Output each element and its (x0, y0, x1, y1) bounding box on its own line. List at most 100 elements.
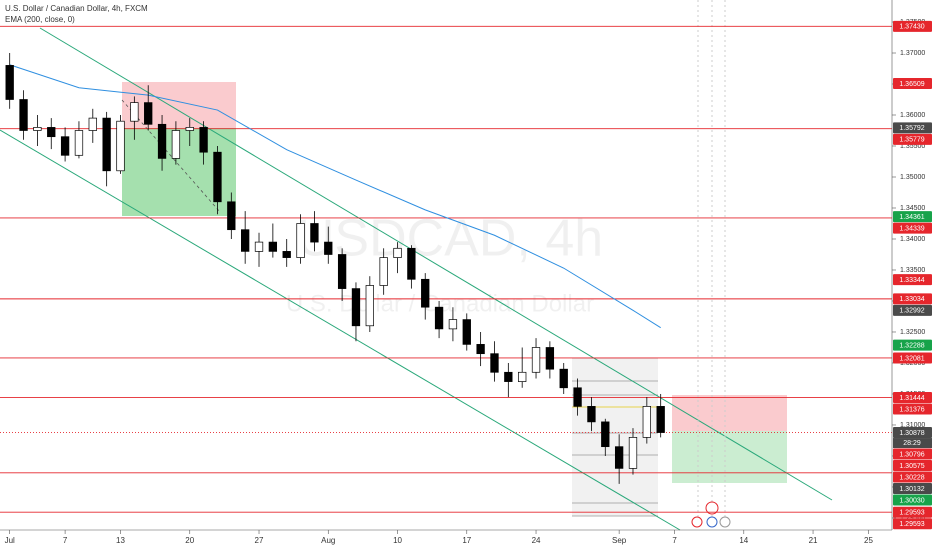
y-tick-label: 1.32500 (900, 329, 925, 336)
candle-body (227, 201, 236, 231)
candle-body (296, 223, 305, 258)
candle-body (254, 241, 264, 252)
x-tick-label: Sep (612, 536, 627, 545)
price-tag-label: 1.35792 (899, 125, 924, 132)
candle-body (518, 371, 527, 382)
candle-body (531, 347, 541, 373)
countdown-tag (893, 438, 932, 449)
price-tag (893, 403, 932, 415)
candle-body (587, 406, 596, 423)
price-tag-label: 1.33034 (899, 296, 924, 303)
countdown: 28:29 (903, 440, 921, 447)
candle-body (199, 127, 208, 153)
candle-body (365, 285, 374, 327)
x-tick-label: 10 (393, 536, 402, 545)
price-tag-label: 1.31376 (899, 406, 924, 413)
candle-body (351, 288, 361, 327)
x-tick-label: 7 (63, 536, 68, 545)
price-tag (893, 494, 932, 506)
y-tick-label: 1.35000 (900, 174, 925, 181)
price-tag-label: 1.30228 (899, 474, 924, 481)
price-tag (893, 448, 932, 460)
price-tag (893, 460, 932, 472)
price-tag (893, 518, 932, 530)
candle-body (171, 130, 181, 159)
candle-body (490, 353, 499, 373)
candle-body (213, 151, 222, 203)
price-tag (893, 293, 932, 305)
x-tick-label: Aug (321, 536, 335, 545)
x-tick-label: 24 (532, 536, 541, 545)
candle-body (559, 368, 568, 389)
y-tick-label: 1.34000 (900, 236, 925, 243)
candle-body (130, 102, 139, 122)
channel-lower (0, 129, 681, 531)
price-tag-label: 1.30132 (899, 486, 924, 493)
y-tick-label: 1.31000 (900, 422, 925, 429)
candle-body (407, 247, 416, 280)
price-tag (893, 211, 932, 223)
channel-upper (39, 27, 833, 501)
stop-zone (672, 395, 787, 431)
candle-body (19, 99, 28, 131)
price-tag-label: 1.34339 (899, 225, 924, 232)
event-icons (691, 501, 731, 528)
price-tag-label: 1.32288 (899, 342, 924, 349)
candle-body (462, 319, 471, 345)
candle-body (185, 127, 194, 131)
x-tick-label: 17 (462, 536, 471, 545)
price-tag (893, 133, 932, 145)
x-tick-label: Jul (5, 536, 15, 545)
price-tag (893, 339, 932, 351)
candle-body (102, 117, 111, 172)
candle-body (310, 223, 319, 243)
candle-body (628, 437, 638, 469)
candle-body (5, 65, 14, 100)
price-tag-label: 1.30575 (899, 463, 924, 470)
x-tick-label: 25 (864, 536, 873, 545)
candle-body (448, 319, 458, 330)
y-tick-label: 1.34500 (900, 205, 925, 212)
price-tag-label: 1.29593 (899, 510, 924, 517)
y-tick-label: 1.36000 (900, 112, 925, 119)
candle-body (282, 251, 291, 258)
price-tag (893, 222, 932, 234)
candle-body (614, 446, 624, 469)
target-zone (672, 431, 787, 483)
candle-body (74, 130, 84, 156)
price-tag (893, 77, 932, 89)
candle-body (157, 123, 167, 159)
candle-body (324, 241, 333, 255)
price-tag (893, 122, 932, 134)
x-tick-label: 20 (185, 536, 194, 545)
x-tick-label: 27 (255, 536, 264, 545)
chart-title: U.S. Dollar / Canadian Dollar, 4h, FXCM (5, 4, 148, 13)
candle-body (656, 406, 665, 433)
price-tag-label: 1.29593 (899, 521, 924, 528)
y-tick-label: 1.37000 (900, 50, 925, 57)
y-tick-label: 1.35500 (900, 143, 925, 150)
price-tag-label: 1.35779 (899, 137, 924, 144)
price-tag-label: 1.31444 (899, 395, 924, 402)
x-tick-label: 13 (116, 536, 125, 545)
price-tag-label: 1.30796 (899, 451, 924, 458)
price-tag (893, 304, 932, 316)
indicator-label: EMA (200, close, 0) (5, 15, 75, 24)
price-tag (893, 483, 932, 495)
price-tag-label: 1.30878 (899, 430, 924, 437)
candle-body (144, 102, 153, 125)
price-tag (893, 352, 932, 364)
price-tag-label: 1.33344 (899, 277, 924, 284)
candle-body (573, 387, 582, 407)
candle-body (241, 229, 250, 252)
candle-body (476, 344, 485, 355)
candle-body (47, 127, 56, 138)
x-tick-label: 14 (739, 536, 748, 545)
plot-area (0, 0, 892, 531)
price-tag-label: 1.30030 (899, 497, 924, 504)
candle-body (504, 371, 513, 382)
candle-body (421, 278, 430, 308)
price-tag-label: 1.36509 (899, 81, 924, 88)
candle-body (116, 120, 125, 172)
